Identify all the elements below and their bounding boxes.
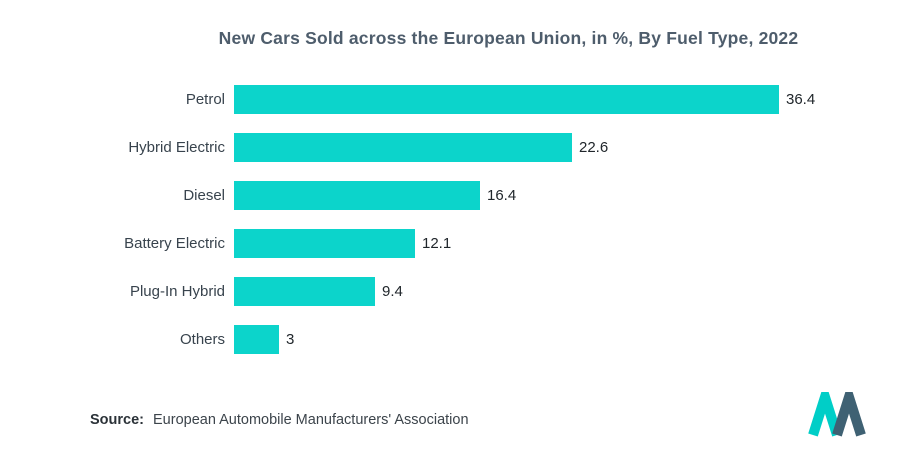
bar-row: Others 3 bbox=[65, 315, 907, 363]
bar-row: Plug-In Hybrid 9.4 bbox=[65, 267, 907, 315]
bar bbox=[234, 276, 375, 306]
bar bbox=[234, 324, 279, 354]
logo-m-icon bbox=[808, 380, 866, 437]
source-text: European Automobile Manufacturers' Assoc… bbox=[153, 412, 469, 428]
chart-title: New Cars Sold across the European Union,… bbox=[218, 28, 799, 48]
category-label: Petrol bbox=[185, 90, 225, 108]
source-line: Source: European Automobile Manufacturers… bbox=[90, 412, 469, 428]
bar-rows: Petrol 36.4 Hybrid Electric 22.6 Diesel 16.4 B… bbox=[0, 75, 907, 363]
bar-row: Battery Electric 12.1 bbox=[65, 219, 907, 267]
value-label: 36.4 bbox=[786, 90, 816, 108]
value-label: 22.6 bbox=[579, 138, 609, 156]
bar bbox=[234, 228, 415, 258]
bar bbox=[234, 84, 779, 114]
category-label: Diesel bbox=[183, 186, 225, 204]
bar-row: Diesel 16.4 bbox=[65, 171, 907, 219]
value-label: 12.1 bbox=[422, 234, 452, 252]
value-label: 3 bbox=[286, 330, 295, 348]
bar-row: Hybrid Electric 22.6 bbox=[65, 123, 907, 171]
mordor-intelligence-logo bbox=[805, 380, 867, 438]
bar bbox=[234, 132, 572, 162]
bar bbox=[234, 180, 480, 210]
value-label: 16.4 bbox=[487, 186, 517, 204]
bar-row: Petrol 36.4 bbox=[65, 75, 907, 123]
category-label: Hybrid Electric bbox=[128, 138, 225, 156]
value-label: 9.4 bbox=[382, 282, 403, 300]
category-label: Battery Electric bbox=[124, 234, 225, 252]
source-label: Source: bbox=[90, 412, 144, 428]
category-label: Plug-In Hybrid bbox=[129, 282, 225, 300]
category-label: Others bbox=[179, 330, 225, 348]
